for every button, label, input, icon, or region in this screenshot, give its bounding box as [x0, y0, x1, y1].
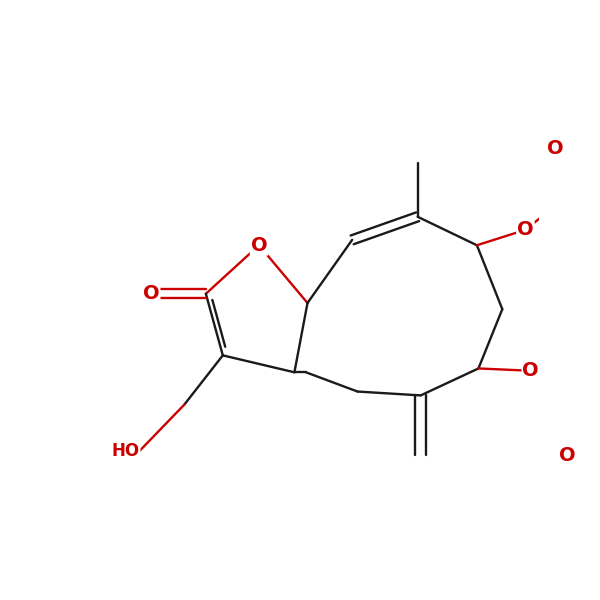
Text: O: O	[517, 220, 534, 239]
Text: O: O	[523, 361, 539, 380]
Text: O: O	[143, 284, 160, 303]
Text: O: O	[547, 139, 564, 158]
Text: HO: HO	[112, 442, 140, 460]
Text: O: O	[559, 446, 575, 465]
Text: O: O	[251, 236, 268, 255]
